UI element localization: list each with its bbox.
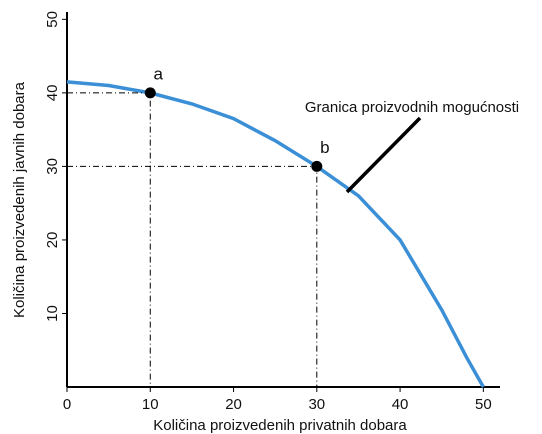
y-tick-label: 10 (44, 305, 61, 322)
x-tick-label: 50 (475, 396, 492, 413)
point-label: a (154, 64, 164, 83)
y-tick-label: 40 (44, 85, 61, 102)
x-tick-label: 20 (225, 396, 242, 413)
y-tick-label: 20 (44, 232, 61, 249)
annotation-arrow (345, 116, 422, 194)
x-axis-label: Količina proizvedenih privatnih dobara (153, 417, 407, 434)
point (144, 87, 156, 99)
x-tick-label: 0 (63, 396, 71, 413)
y-tick-label: 50 (44, 11, 61, 28)
x-tick-label: 30 (308, 396, 325, 413)
y-tick-label: 30 (44, 158, 61, 175)
frontier-curve (66, 80, 485, 388)
annotation: Granica proizvodnih mogućnosti (305, 99, 519, 116)
guide-line (67, 92, 151, 387)
y-axis-label: Količina proizvedenih javnih dobara (11, 81, 28, 318)
x-tick-label: 10 (142, 396, 159, 413)
point (311, 160, 323, 172)
guide-line (67, 165, 318, 387)
x-tick-label: 40 (392, 396, 409, 413)
point-label: b (320, 138, 329, 157)
